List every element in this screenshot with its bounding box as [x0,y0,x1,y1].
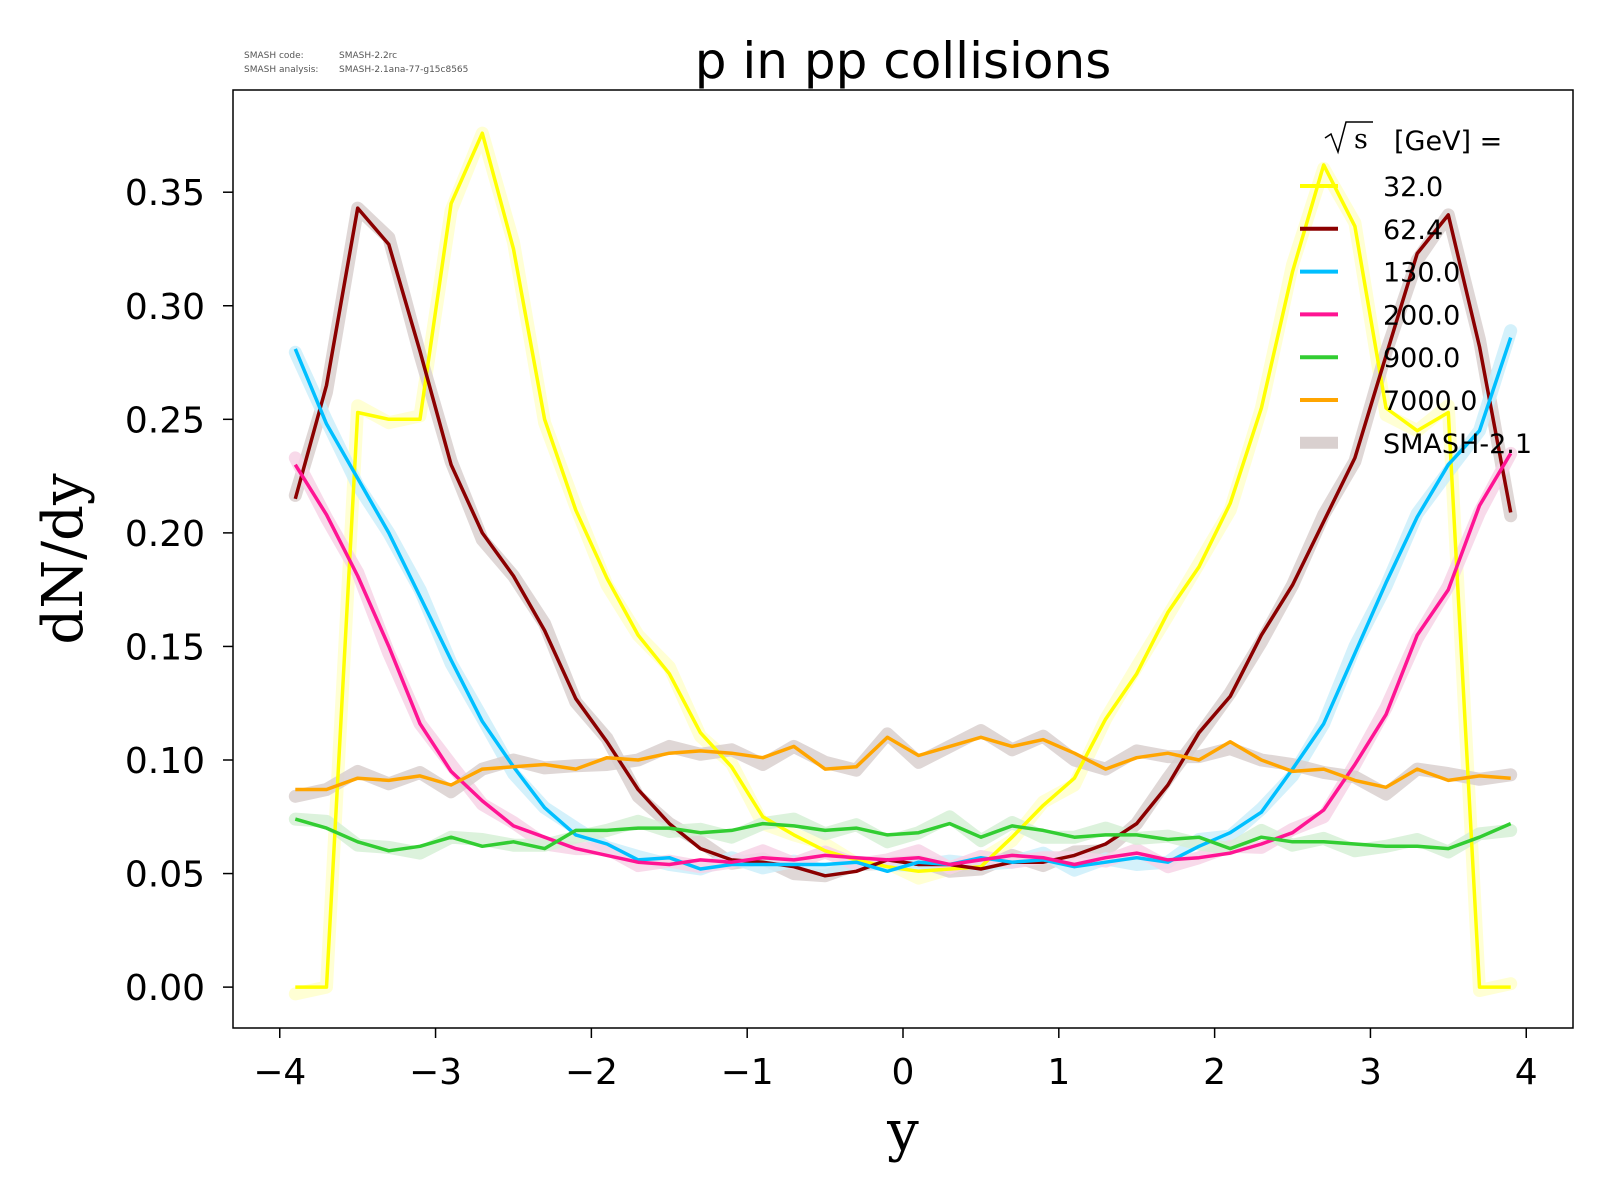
legend: s [GeV] = 32.0 62.4 130.0 200.0 900.0 7000.0 S… [1300,121,1532,460]
sqrt-symbol [1324,121,1373,155]
x-tick-label: 0 [892,1052,915,1093]
meta-code-label: SMASH code: [244,51,304,61]
chart-title: p in pp collisions [695,32,1112,90]
series-line [293,452,1513,867]
legend-title: s [GeV] = [1324,121,1502,157]
reference-curve [288,724,1518,803]
legend-title-suffix: [GeV] = [1394,126,1502,157]
x-tick-label: 3 [1359,1052,1382,1093]
y-tick-label: 0.20 [125,514,205,555]
y-axis-ticks: 0.00 0.05 0.10 0.15 0.20 0.25 0.30 0.35 [125,173,233,1009]
x-tick-label: 2 [1203,1052,1226,1093]
x-tick-label: −1 [721,1052,774,1093]
y-tick-label: 0.00 [125,968,205,1009]
x-tick-label: 1 [1047,1052,1070,1093]
legend-label: 7000.0 [1383,386,1477,417]
legend-label: SMASH-2.1 [1383,429,1532,460]
reference-curves [288,126,1518,1001]
series-line [293,206,1513,878]
meta-code-value: SMASH-2.2rc [339,51,397,61]
plot-frame [232,89,1574,1029]
legend-label: 62.4 [1383,215,1443,246]
series-line [293,337,1513,874]
x-tick-label: 4 [1515,1052,1538,1093]
meta-analysis-label: SMASH analysis: [244,65,318,75]
y-axis-label: dN/dy [31,473,96,645]
smash-meta: SMASH code: SMASH-2.2rc SMASH analysis: … [244,51,468,75]
x-tick-label: −4 [253,1052,306,1093]
y-tick-label: 0.25 [125,400,205,441]
series-line [295,131,1511,989]
series-lines [293,131,1513,989]
y-tick-label: 0.35 [125,173,205,214]
y-tick-label: 0.05 [125,855,205,896]
x-tick-label: −3 [409,1052,462,1093]
series-line [295,735,1511,792]
legend-label: 32.0 [1383,172,1443,203]
legend-label: 900.0 [1383,343,1460,374]
meta-analysis-value: SMASH-2.1ana-77-g15c8565 [339,65,468,75]
x-axis-ticks: −4 −3 −2 −1 0 1 2 3 4 [253,1028,1538,1093]
sqrt-s-label: s [1354,124,1368,155]
y-tick-label: 0.10 [125,741,205,782]
legend-label: 200.0 [1383,300,1460,331]
y-tick-label: 0.15 [125,627,205,668]
y-tick-label: 0.30 [125,287,205,328]
legend-label: 130.0 [1383,258,1460,289]
x-tick-label: −2 [565,1052,618,1093]
x-axis-label: y [886,1099,919,1164]
series-line [294,817,1512,853]
